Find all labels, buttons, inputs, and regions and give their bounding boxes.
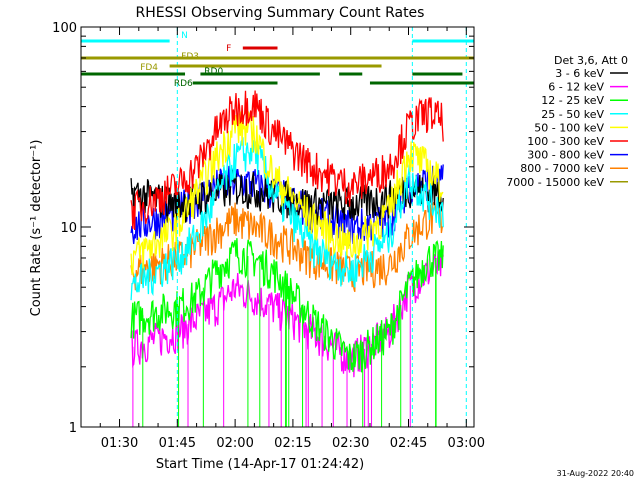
x-tick-label: 03:00 xyxy=(448,436,485,451)
plot-content: N F FD3 FD4 RD0 RD6 01:30 01:45 02:00 02:15 02:30 0… xyxy=(52,21,485,451)
flag-label: FD4 xyxy=(140,63,158,73)
flag-f: F xyxy=(226,44,278,54)
flag-rd6: RD6 xyxy=(174,79,474,89)
legend-label: 25 - 50 keV xyxy=(541,108,604,121)
flag-label: RD6 xyxy=(174,79,193,89)
series-line xyxy=(130,110,444,277)
x-tick-label: 01:30 xyxy=(101,436,138,451)
y-axis-label: Count Rate (s⁻¹ detector⁻¹) xyxy=(29,140,44,317)
x-tick-label: 02:45 xyxy=(390,436,427,451)
legend-label: 50 - 100 keV xyxy=(534,121,604,134)
flag-fd4: FD4 xyxy=(140,63,382,73)
x-tick-label: 01:45 xyxy=(159,436,196,451)
y-tick-label: 1 xyxy=(69,421,77,436)
flag-rd0: RD0 xyxy=(81,67,463,77)
timestamp: 31-Aug-2022 20:40 xyxy=(557,469,634,478)
legend-label: 6 - 12 keV xyxy=(548,81,604,94)
series-3 xyxy=(130,132,444,301)
legend-label: 300 - 800 keV xyxy=(527,149,604,162)
legend-label: 7000 - 15000 keV xyxy=(506,176,604,189)
series-line xyxy=(130,238,444,373)
series-line xyxy=(130,90,444,231)
legend-label: 3 - 6 keV xyxy=(555,67,604,80)
series-line xyxy=(130,247,444,378)
flag-label: N xyxy=(181,31,188,41)
series-1 xyxy=(130,247,444,427)
flag-fd3: FD3 xyxy=(81,52,474,62)
legend-label: 12 - 25 keV xyxy=(541,94,604,107)
x-tick-label: 02:30 xyxy=(332,436,369,451)
flag-n: N xyxy=(81,31,474,43)
flag-label: F xyxy=(226,44,231,54)
chart-title: RHESSI Observing Summary Count Rates xyxy=(136,5,425,21)
series-5 xyxy=(130,90,444,231)
y-tick-label: 100 xyxy=(52,21,77,36)
series-4 xyxy=(130,110,444,277)
x-tick-label: 02:00 xyxy=(216,436,253,451)
legend-label: 100 - 300 keV xyxy=(527,135,604,148)
flag-label: RD0 xyxy=(204,67,223,77)
x-axis-label: Start Time (14-Apr-17 01:24:42) xyxy=(156,457,364,472)
x-tick-label: 02:15 xyxy=(274,436,311,451)
series-line xyxy=(130,132,444,301)
legend-label: 800 - 7000 keV xyxy=(520,162,604,175)
legend-header: Det 3,6, Att 0 xyxy=(554,54,628,67)
flag-label: FD3 xyxy=(181,52,199,62)
series-2 xyxy=(130,238,444,427)
y-tick-label: 10 xyxy=(60,221,77,236)
